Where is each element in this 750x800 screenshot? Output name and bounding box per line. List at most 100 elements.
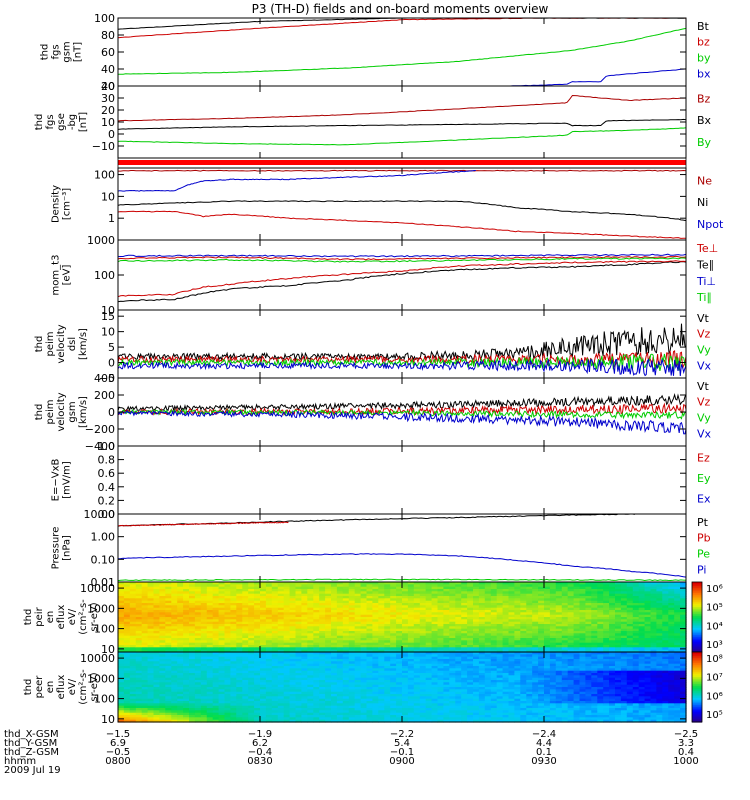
heatmap-cell: [189, 633, 196, 637]
heatmap-cell: [455, 673, 462, 676]
heatmap-cell: [171, 677, 178, 681]
heatmap-cell: [289, 661, 297, 665]
heatmap-cell: [295, 593, 302, 597]
heatmap-cell: [242, 610, 249, 613]
heatmap-cell: [674, 624, 681, 627]
heatmap-cell: [567, 649, 575, 653]
heatmap-cell: [425, 719, 433, 723]
heatmap-cell: [254, 675, 261, 679]
heatmap-cell: [620, 631, 628, 634]
heatmap-cell: [194, 640, 202, 644]
heatmap-cell: [118, 666, 125, 669]
heatmap-cell: [390, 582, 397, 585]
heatmap-cell: [289, 589, 297, 592]
heatmap-cell: [384, 694, 391, 697]
heatmap-cell: [366, 591, 373, 595]
heatmap-cell: [129, 614, 137, 618]
heatmap-cell: [265, 687, 273, 690]
heatmap-cell: [200, 624, 208, 627]
heatmap-cell: [183, 715, 190, 718]
heatmap-cell: [538, 610, 545, 613]
heatmap-cell: [348, 598, 356, 602]
heatmap-cell: [331, 673, 338, 676]
heatmap-cell: [194, 696, 202, 700]
heatmap-cell: [413, 603, 421, 606]
heatmap-cell: [153, 598, 160, 602]
heatmap-cell: [544, 621, 551, 625]
heatmap-cell: [248, 675, 255, 679]
heatmap-cell: [212, 640, 220, 644]
heatmap-cell: [384, 614, 391, 618]
heatmap-cell: [407, 612, 415, 616]
heatmap-cell: [189, 687, 196, 690]
heatmap-cell: [567, 647, 575, 651]
legend-label: Pe: [697, 548, 710, 561]
heatmap-cell: [313, 694, 320, 697]
heatmap-cell: [212, 600, 220, 604]
heatmap-cell: [129, 628, 137, 632]
heatmap-cell: [301, 605, 308, 609]
heatmap-cell: [230, 610, 237, 613]
heatmap-cell: [455, 593, 462, 597]
legend-label: Pt: [697, 516, 709, 529]
y-tick-label: 10: [101, 304, 115, 317]
heatmap-cell: [123, 591, 131, 595]
heatmap-cell: [242, 621, 249, 625]
heatmap-cell: [129, 607, 137, 611]
heatmap-cell: [177, 703, 184, 707]
heatmap-cell: [141, 633, 149, 637]
heatmap-cell: [579, 621, 586, 625]
heatmap-cell: [242, 696, 249, 700]
heatmap-cell: [135, 619, 143, 623]
heatmap-cell: [366, 628, 373, 632]
heatmap-cell: [313, 624, 320, 627]
heatmap-cell: [413, 610, 421, 613]
heatmap-cell: [609, 612, 616, 616]
heatmap-cell: [656, 626, 663, 630]
heatmap-cell: [514, 607, 521, 611]
heatmap-cell: [431, 656, 439, 660]
heatmap-cell: [461, 586, 468, 590]
heatmap-cell: [248, 640, 255, 644]
heatmap-cell: [336, 680, 344, 683]
heatmap-cell: [194, 593, 202, 597]
heatmap-cell: [478, 619, 486, 623]
heatmap-cell: [129, 698, 137, 702]
heatmap-cell: [360, 593, 368, 597]
heatmap-cell: [573, 603, 581, 606]
heatmap-cell: [354, 698, 362, 702]
heatmap-cell: [289, 586, 297, 590]
heatmap-cell: [135, 677, 143, 681]
heatmap-cell: [118, 591, 125, 595]
heatmap-cell: [224, 582, 231, 585]
heatmap-cell: [295, 619, 302, 623]
heatmap-cell: [313, 631, 320, 634]
heatmap-cell: [644, 642, 652, 646]
heatmap-cell: [123, 596, 131, 599]
heatmap-cell: [230, 712, 237, 716]
heatmap-cell: [638, 584, 646, 588]
heatmap-cell: [289, 635, 297, 639]
heatmap-cell: [360, 619, 368, 623]
heatmap-cell: [597, 642, 604, 646]
heatmap-cell: [366, 610, 373, 613]
heatmap-cell: [159, 654, 166, 658]
heatmap-cell: [129, 677, 137, 681]
heatmap-cell: [496, 598, 504, 602]
heatmap-cell: [390, 621, 397, 625]
heatmap-cell: [384, 710, 391, 714]
heatmap-cell: [183, 670, 190, 674]
heatmap-cell: [165, 666, 172, 669]
heatmap-cell: [283, 708, 291, 711]
heatmap-cell: [538, 635, 545, 639]
heatmap-cell: [603, 598, 610, 602]
heatmap-cell: [561, 607, 569, 611]
heatmap-cell: [366, 694, 373, 697]
heatmap-cell: [496, 596, 504, 599]
heatmap-cell: [431, 631, 439, 634]
heatmap-cell: [573, 624, 581, 627]
heatmap-cell: [153, 645, 160, 648]
heatmap-cell: [331, 638, 338, 641]
heatmap-cell: [544, 631, 551, 634]
y-tick-label: 0: [108, 357, 115, 370]
